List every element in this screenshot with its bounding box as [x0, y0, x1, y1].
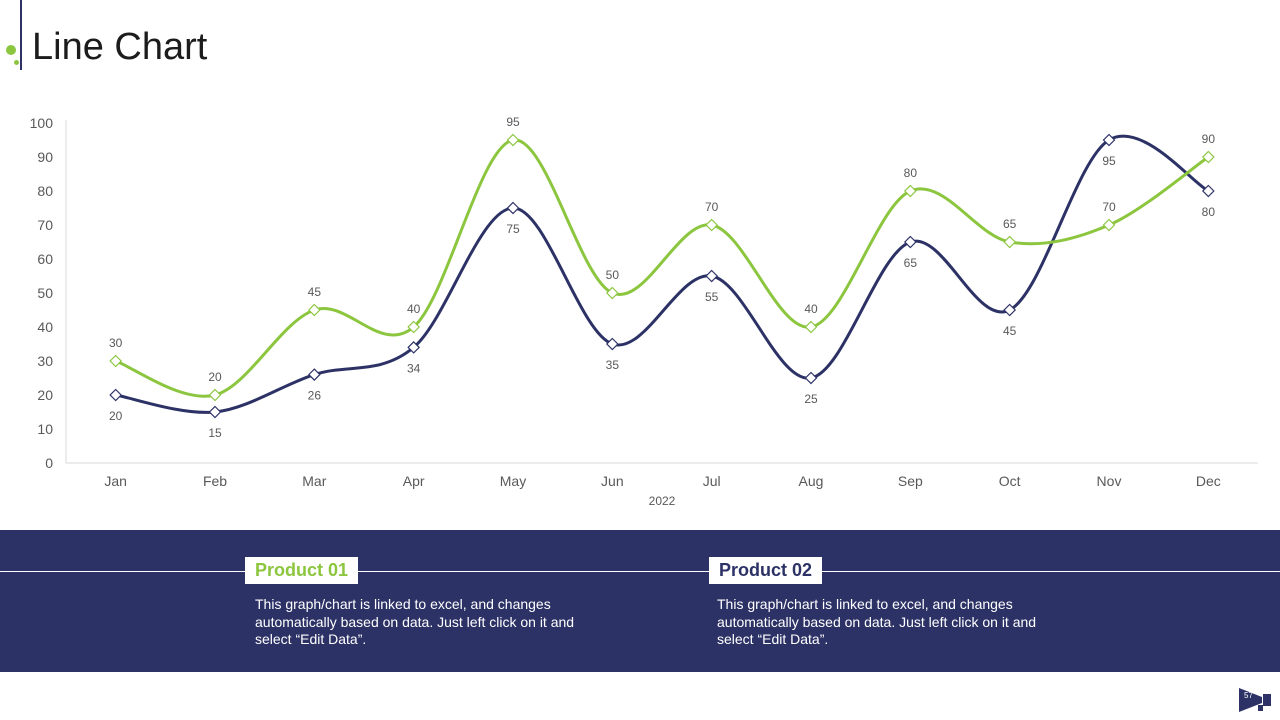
series-2-marker [1003, 303, 1017, 317]
x-axis-title: 2022 [649, 494, 676, 508]
series-2-data-label: 75 [506, 222, 520, 236]
y-tick-label: 80 [37, 183, 53, 199]
x-tick-label: Feb [203, 473, 227, 489]
y-tick-label: 30 [37, 353, 53, 369]
product-band-divider [0, 571, 1280, 572]
series-2-marker [1102, 133, 1116, 147]
series-2-data-label: 45 [1003, 324, 1017, 338]
series-1-marker [605, 286, 619, 300]
series-2-marker [804, 371, 818, 385]
title-accent-dot-small [14, 60, 19, 65]
y-tick-label: 60 [37, 251, 53, 267]
series-2-data-label: 25 [804, 392, 818, 406]
x-tick-label: Mar [302, 473, 326, 489]
title-accent-bar [20, 0, 22, 70]
product-01-label: Product 01 [245, 557, 359, 584]
series-1-marker [1003, 235, 1017, 249]
series-1-marker [407, 320, 421, 334]
series-2-data-label: 35 [606, 358, 620, 372]
series-2-data-label: 26 [308, 389, 322, 403]
x-tick-label: Nov [1097, 473, 1122, 489]
series-1-marker [903, 184, 917, 198]
page-title: Line Chart [32, 26, 208, 68]
x-tick-label: Jun [601, 473, 624, 489]
y-tick-label: 100 [30, 115, 54, 131]
series-1-marker [1201, 150, 1215, 164]
series-2-marker [407, 341, 421, 354]
series-1-data-label: 45 [308, 285, 322, 299]
y-tick-label: 20 [37, 387, 53, 403]
series-1-marker [109, 354, 123, 368]
x-tick-label: Jul [703, 473, 721, 489]
series-2-marker [1201, 184, 1215, 198]
series-1-data-label: 20 [208, 370, 222, 384]
product-band [0, 530, 1280, 672]
y-tick-label: 10 [37, 421, 53, 437]
y-tick-label: 0 [45, 455, 53, 471]
x-tick-label: Jan [104, 473, 127, 489]
series-1-data-label: 65 [1003, 217, 1017, 231]
y-tick-label: 40 [37, 319, 53, 335]
product-02-description: This graph/chart is linked to excel, and… [717, 596, 1037, 647]
series-2-marker [705, 269, 719, 283]
product-02-label: Product 02 [709, 557, 823, 584]
series-2-data-label: 20 [109, 409, 123, 423]
series-2-marker [109, 388, 123, 402]
series-2-marker [208, 405, 222, 419]
series-1-line [115, 138, 1210, 398]
series-2-marker [307, 368, 321, 381]
series-2-data-label: 55 [705, 290, 719, 304]
x-tick-label: Sep [898, 473, 923, 489]
title-accent-dot [6, 45, 16, 55]
series-1-marker [1102, 218, 1116, 232]
series-1-marker [705, 218, 719, 232]
series-2-data-label: 95 [1102, 154, 1116, 168]
series-2-marker [605, 337, 619, 351]
x-tick-label: Oct [999, 473, 1021, 489]
series-1-data-label: 90 [1202, 132, 1216, 146]
series-2-data-label: 65 [904, 256, 918, 270]
series-2-data-label: 15 [208, 426, 222, 440]
series-1-data-label: 95 [506, 115, 520, 129]
slide-number: 57 [1244, 691, 1253, 700]
megaphone-icon [1239, 688, 1271, 712]
series-2-data-label: 34 [407, 361, 421, 375]
series-2-line [115, 134, 1210, 414]
x-tick-label: May [500, 473, 526, 489]
series-1-data-label: 70 [705, 200, 719, 214]
y-tick-label: 70 [37, 217, 53, 233]
x-tick-label: Apr [403, 473, 425, 489]
series-1-data-label: 30 [109, 336, 123, 350]
series-1-data-label: 70 [1102, 200, 1116, 214]
series-1-data-label: 50 [606, 268, 620, 282]
product-01-description: This graph/chart is linked to excel, and… [255, 596, 575, 647]
series-1-marker [208, 388, 222, 402]
series-1-data-label: 40 [407, 302, 421, 316]
series-1-data-label: 80 [904, 166, 918, 180]
x-tick-label: Dec [1196, 473, 1221, 489]
series-1-marker [804, 320, 818, 334]
series-2-marker [506, 201, 520, 215]
y-tick-label: 50 [37, 285, 53, 301]
series-1-marker [506, 133, 520, 147]
series-1-marker [307, 303, 321, 317]
line-chart[interactable]: 0 10 20 30 40 50 60 70 80 90 100 Jan Feb Mar Apr May Jun… [0, 100, 1280, 520]
series-2-marker [903, 235, 917, 249]
x-tick-label: Aug [799, 473, 824, 489]
series-1-data-label: 40 [804, 302, 818, 316]
series-2-data-label: 80 [1202, 205, 1216, 219]
y-tick-label: 90 [37, 149, 53, 165]
